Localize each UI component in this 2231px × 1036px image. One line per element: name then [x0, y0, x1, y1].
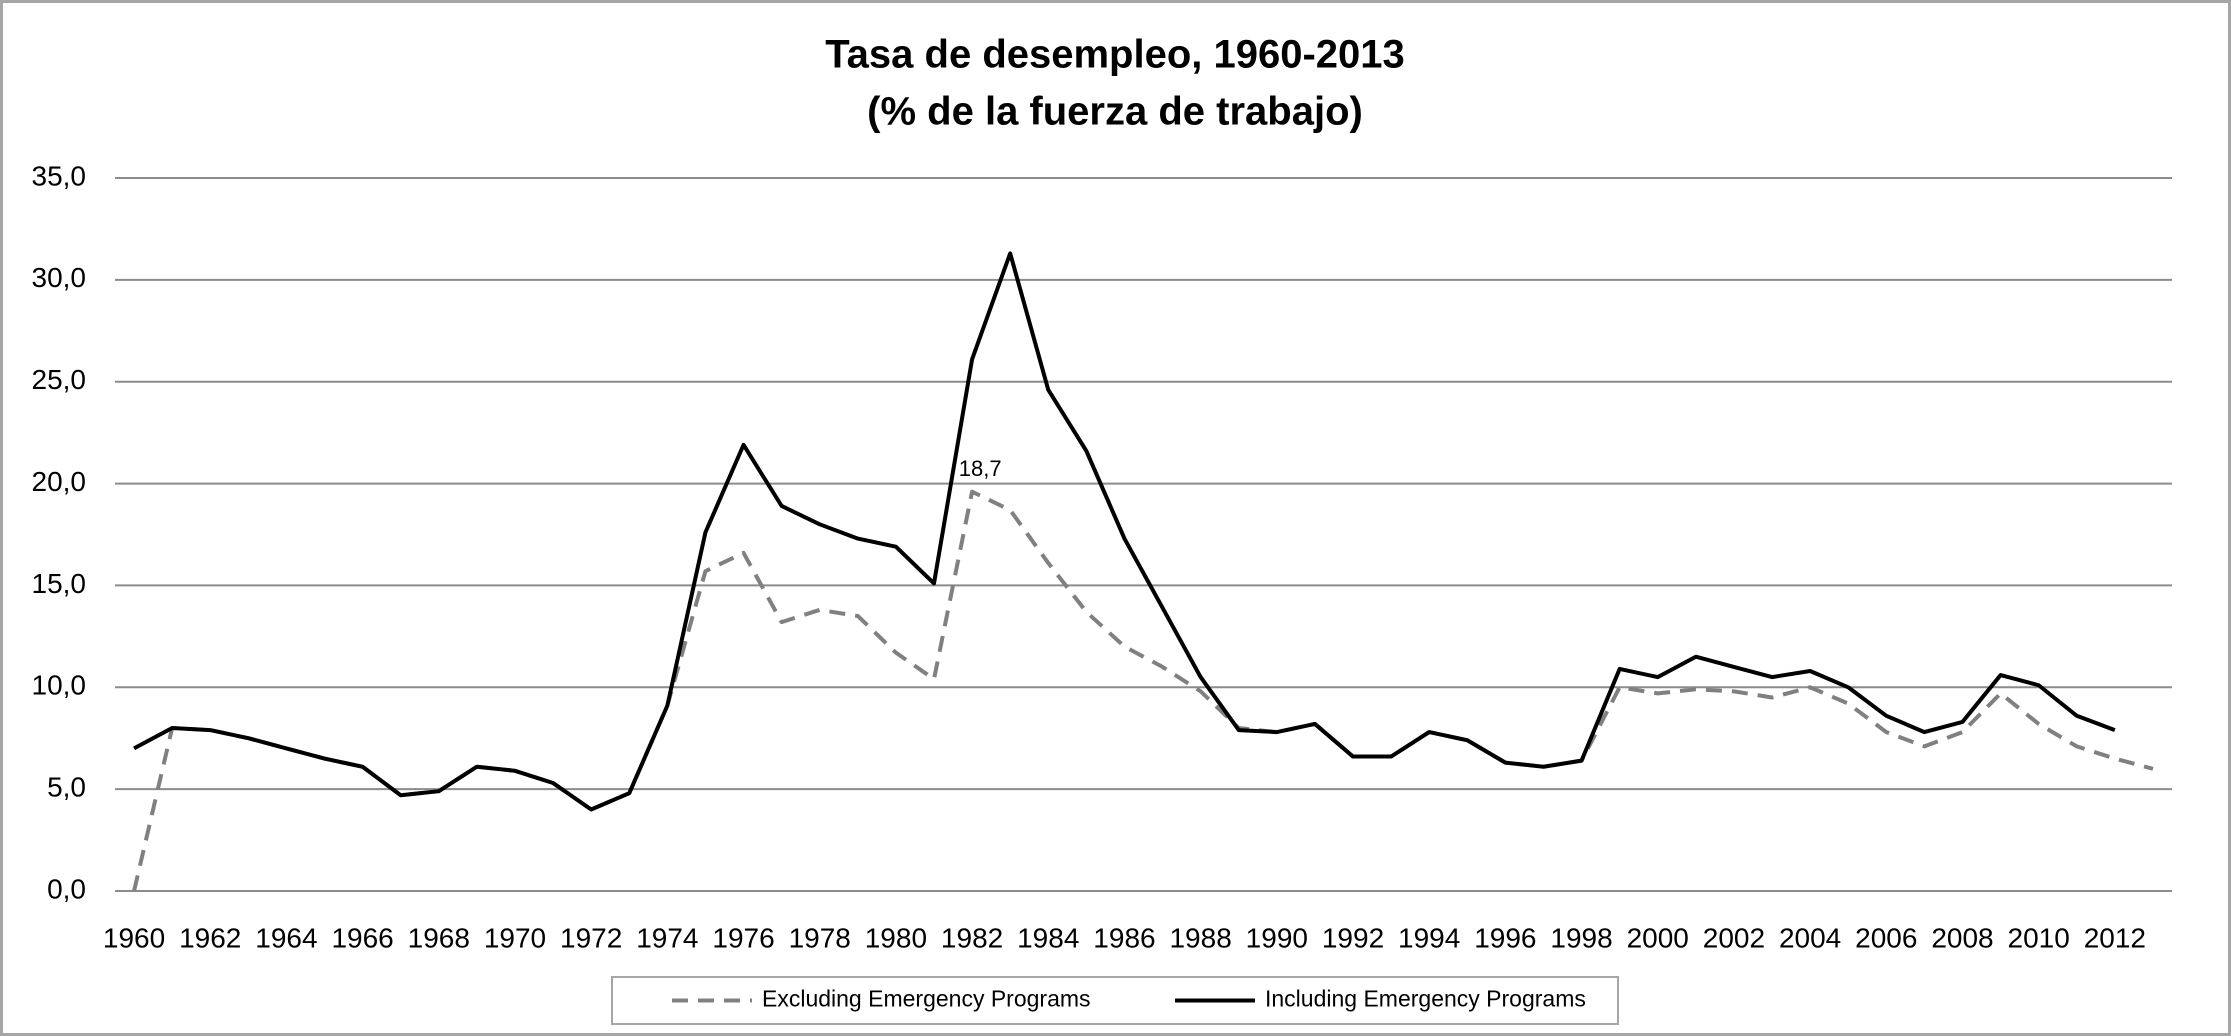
x-tick-label: 1992 [1322, 922, 1384, 953]
y-tick-label: 20,0 [32, 466, 87, 497]
x-tick-label: 2010 [2008, 922, 2070, 953]
x-tick-label: 2002 [1703, 922, 1765, 953]
x-tick-label: 1972 [560, 922, 622, 953]
x-tick-label: 2000 [1627, 922, 1689, 953]
x-tick-label: 2006 [1855, 922, 1917, 953]
x-tick-label: 1994 [1398, 922, 1460, 953]
y-tick-label: 30,0 [32, 262, 87, 293]
y-tick-label: 15,0 [32, 568, 87, 599]
x-tick-label: 2004 [1779, 922, 1841, 953]
x-tick-label: 1990 [1246, 922, 1308, 953]
x-tick-label: 1968 [408, 922, 470, 953]
x-tick-label: 1980 [865, 922, 927, 953]
x-tick-label: 1962 [179, 922, 241, 953]
x-tick-label: 1984 [1017, 922, 1079, 953]
legend-label: Including Emergency Programs [1265, 986, 1586, 1012]
x-tick-label: 1974 [636, 922, 698, 953]
x-tick-label: 2012 [2084, 922, 2146, 953]
chart-subtitle: (% de la fuerza de trabajo) [867, 90, 1363, 134]
y-tick-label: 10,0 [32, 670, 87, 701]
x-tick-label: 1970 [484, 922, 546, 953]
x-tick-label: 1996 [1474, 922, 1536, 953]
x-tick-label: 1978 [789, 922, 851, 953]
x-tick-label: 1964 [255, 922, 317, 953]
x-tick-label: 1966 [331, 922, 393, 953]
x-tick-label: 1986 [1093, 922, 1155, 953]
x-tick-label: 1960 [103, 922, 165, 953]
y-tick-label: 35,0 [32, 160, 87, 191]
y-tick-label: 0,0 [47, 873, 86, 904]
data-label: 18,7 [959, 456, 1002, 481]
data-line [133, 251, 2116, 812]
x-tick-label: 2008 [1931, 922, 1993, 953]
y-tick-label: 25,0 [32, 364, 87, 395]
x-tick-label: 1988 [1169, 922, 1231, 953]
data-line [132, 489, 2154, 892]
x-tick-label: 1998 [1550, 922, 1612, 953]
legend-label: Excluding Emergency Programs [762, 986, 1091, 1012]
y-tick-label: 5,0 [47, 772, 86, 803]
x-tick-label: 1976 [712, 922, 774, 953]
chart-title: Tasa de desempleo, 1960-2013 [825, 33, 1405, 77]
x-tick-label: 1982 [941, 922, 1003, 953]
legend-box [611, 976, 1619, 1025]
